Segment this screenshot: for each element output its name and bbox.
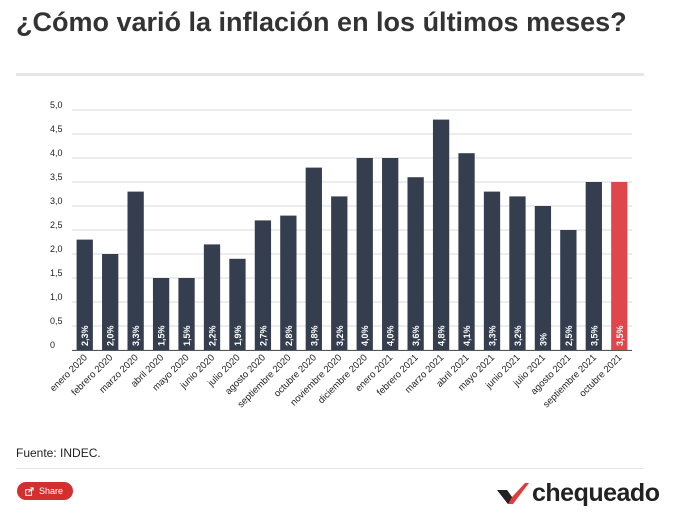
bar-data-label: 3,5% [615, 325, 625, 346]
bar [483, 191, 501, 350]
bar-data-label: 4,0% [386, 325, 396, 346]
source-note: Fuente: INDEC. [16, 446, 101, 460]
bar-data-label: 2,0% [106, 325, 116, 346]
bar-data-label: 1,5% [182, 325, 192, 346]
footer-divider [16, 468, 644, 469]
bar [127, 191, 144, 350]
bar [611, 182, 628, 350]
y-tick-label: 3,5 [50, 172, 63, 182]
bar [229, 258, 246, 350]
y-tick-label: 1,5 [50, 268, 63, 278]
bar-data-label: 1,9% [233, 325, 243, 346]
title-divider [16, 73, 644, 76]
bar [76, 239, 93, 350]
y-tick-label: 0 [50, 340, 55, 350]
y-tick-label: 5,0 [50, 100, 63, 110]
bar [407, 177, 424, 350]
bar-data-label: 3,2% [335, 325, 345, 346]
bar-data-label: 3,3% [131, 325, 141, 346]
bar [509, 196, 526, 350]
bar-data-label: 4,1% [462, 325, 472, 346]
bar-data-label: 3,8% [309, 325, 319, 346]
y-tick-label: 0,5 [50, 316, 63, 326]
bar-data-label: 3% [538, 333, 548, 346]
bar-data-label: 2,5% [564, 325, 574, 346]
bar [458, 153, 475, 350]
bar-data-label: 3,6% [411, 325, 421, 346]
bar [305, 167, 322, 350]
checkmark-logo-icon [497, 483, 529, 504]
bar-data-label: 1,5% [157, 325, 167, 346]
y-tick-label: 3,0 [50, 196, 63, 206]
bar-data-label: 2,8% [284, 325, 294, 346]
bar-data-label: 3,3% [488, 325, 498, 346]
bar [178, 278, 195, 350]
y-tick-label: 4,5 [50, 124, 63, 134]
bar-data-label: 2,2% [208, 325, 218, 346]
bar [331, 196, 348, 350]
y-tick-label: 2,5 [50, 220, 63, 230]
bar [254, 220, 272, 350]
bar [152, 278, 170, 350]
bar-data-label: 2,3% [80, 325, 90, 346]
y-tick-label: 4,0 [50, 148, 63, 158]
bar [356, 158, 373, 350]
brand-logo[interactable]: chequeado [496, 478, 660, 508]
y-tick-label: 1,0 [50, 292, 63, 302]
bar-data-label: 4,8% [437, 325, 447, 346]
bar [560, 230, 577, 350]
bar-data-label: 3,5% [589, 325, 599, 346]
share-label: Share [39, 486, 64, 496]
bar [280, 215, 297, 350]
bar-data-label: 2,7% [258, 325, 268, 346]
bar [102, 254, 119, 350]
bar [203, 244, 221, 350]
bar-data-label: 3,2% [513, 325, 523, 346]
brand-name: chequeado [532, 478, 660, 507]
bar [432, 119, 450, 350]
chart-title: ¿Cómo varió la inflación en los últimos … [16, 7, 627, 37]
bar [534, 206, 552, 350]
inflation-bar-chart: 0 0,5 1,0 1,5 2,0 2,5 3,0 3,5 4,0 4,5 5,0 2,3% 2,0%… [48, 100, 632, 410]
bar [585, 182, 602, 350]
share-button[interactable]: Share [17, 482, 74, 500]
bar [382, 158, 399, 350]
y-tick-label: 2,0 [50, 244, 63, 254]
share-icon [25, 486, 34, 496]
bar-data-label: 4,0% [360, 325, 370, 346]
